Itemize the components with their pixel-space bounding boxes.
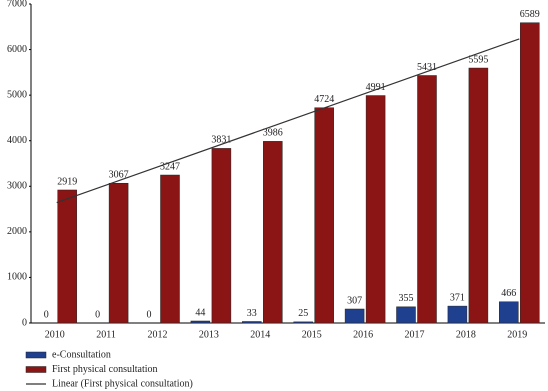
y-tick-label: 1000 xyxy=(7,272,27,283)
value-label: 355 xyxy=(399,293,414,304)
x-tick-label: 2019 xyxy=(507,329,527,340)
value-label: 466 xyxy=(501,288,516,299)
value-label: 3986 xyxy=(263,128,283,139)
legend-swatch xyxy=(25,351,47,359)
value-label: 371 xyxy=(450,292,465,303)
y-tick-label: 7000 xyxy=(7,0,27,9)
y-tick-label: 2000 xyxy=(7,226,27,237)
bar xyxy=(211,148,232,324)
bar xyxy=(57,189,77,324)
bar xyxy=(190,320,211,324)
y-tick-label: 4000 xyxy=(7,135,27,146)
y-tick-label: 5000 xyxy=(7,89,27,100)
bar xyxy=(242,321,262,324)
x-tick-label: 2010 xyxy=(45,329,65,340)
value-label: 0 xyxy=(95,309,100,320)
x-tick-label: 2014 xyxy=(250,329,270,340)
bar xyxy=(108,182,129,324)
bar xyxy=(417,75,437,324)
value-label: 4724 xyxy=(314,94,334,105)
value-label: 33 xyxy=(247,308,257,319)
trendline xyxy=(56,38,520,204)
y-tick-label: 0 xyxy=(22,317,27,328)
value-label: 4991 xyxy=(366,82,386,93)
legend-label: First physical consultation xyxy=(52,364,158,375)
value-label: 0 xyxy=(147,309,152,320)
legend-swatch xyxy=(25,366,47,373)
x-tick-label: 2013 xyxy=(199,329,219,340)
bar xyxy=(344,308,365,324)
y-tick-label: 6000 xyxy=(7,44,27,55)
x-tick-label: 2015 xyxy=(302,329,322,340)
legend-label: Linear (First physical consultation) xyxy=(52,378,193,389)
value-label: 0 xyxy=(44,309,49,320)
value-label: 2919 xyxy=(57,176,77,187)
bar xyxy=(314,107,334,324)
bar xyxy=(396,306,416,324)
x-tick-label: 2016 xyxy=(353,329,373,340)
bar xyxy=(520,22,540,324)
x-tick-label: 2012 xyxy=(148,329,168,340)
x-tick-label: 2017 xyxy=(405,329,425,340)
bar xyxy=(293,321,313,324)
legend-label: e-Consultation xyxy=(52,349,111,360)
bar xyxy=(447,305,468,324)
x-tick-label: 2018 xyxy=(456,329,476,340)
bar xyxy=(468,67,489,324)
bar xyxy=(499,301,519,324)
value-label: 3247 xyxy=(160,161,180,172)
x-tick-label: 2011 xyxy=(96,329,116,340)
value-label: 5431 xyxy=(417,62,437,73)
bar xyxy=(263,141,283,324)
value-label: 44 xyxy=(195,307,205,318)
value-label: 307 xyxy=(347,295,362,306)
y-tick-label: 3000 xyxy=(7,181,27,192)
bar xyxy=(365,95,386,324)
value-label: 3067 xyxy=(109,170,129,181)
value-label: 5595 xyxy=(468,54,488,65)
value-label: 3831 xyxy=(211,135,231,146)
value-label: 6589 xyxy=(520,9,540,20)
value-label: 25 xyxy=(298,308,308,319)
bar xyxy=(160,174,180,324)
